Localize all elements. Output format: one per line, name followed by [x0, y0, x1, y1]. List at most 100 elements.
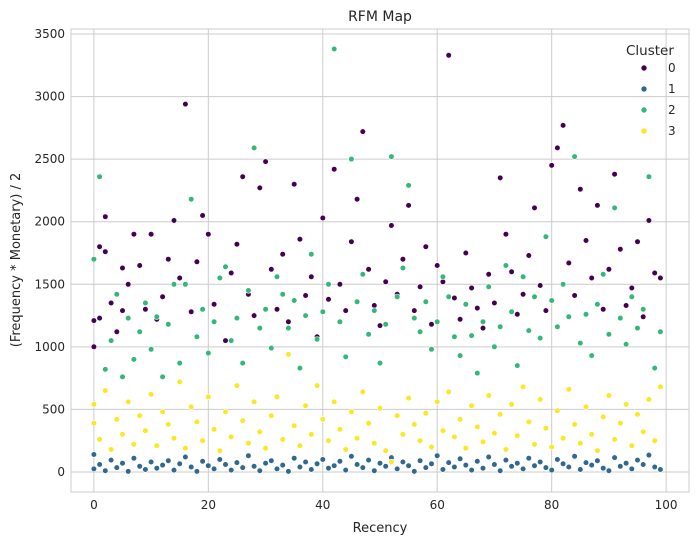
data-point [256, 184, 263, 191]
data-point [148, 346, 155, 353]
data-point [331, 398, 338, 406]
data-point [291, 297, 298, 304]
data-point [308, 431, 315, 438]
y-axis-label: (Frequency * Monetary) / 2 [9, 173, 24, 348]
data-point [325, 296, 332, 303]
data-point [531, 204, 538, 211]
data-point [319, 456, 326, 463]
data-point [422, 410, 429, 417]
data-point [640, 428, 647, 436]
data-point [136, 463, 143, 470]
data-point [497, 467, 504, 474]
data-point [359, 388, 366, 396]
y-tick-label: 1000 [34, 340, 65, 354]
data-point [205, 350, 212, 357]
y-tick-label: 3500 [34, 27, 65, 41]
data-point [537, 396, 544, 403]
data-point [548, 467, 555, 474]
data-point [359, 128, 366, 135]
data-point [411, 468, 418, 475]
data-point [622, 460, 630, 467]
data-point [268, 266, 275, 273]
data-point [634, 457, 641, 464]
data-point [153, 465, 160, 472]
x-tick-label: 0 [90, 498, 98, 512]
legend: Cluster 0 1 2 3 [626, 43, 676, 138]
data-point [354, 298, 361, 305]
data-point [165, 421, 172, 428]
data-point [485, 392, 492, 399]
data-point [548, 162, 555, 169]
legend-title: Cluster [626, 43, 674, 59]
data-point [113, 464, 120, 471]
data-point [279, 462, 286, 469]
data-point [582, 237, 590, 244]
data-point [554, 323, 561, 330]
data-point [634, 325, 641, 332]
legend-marker [640, 64, 648, 72]
data-point [617, 463, 624, 470]
data-point [388, 222, 395, 229]
data-point [657, 328, 664, 335]
data-point [188, 308, 195, 315]
data-point [239, 173, 246, 180]
data-point [199, 458, 206, 465]
data-point [497, 411, 504, 418]
data-point [296, 463, 304, 471]
data-point [228, 433, 235, 441]
data-point [170, 435, 178, 442]
data-point [302, 312, 309, 319]
data-point [222, 337, 229, 344]
data-point [582, 403, 590, 411]
data-point [170, 467, 178, 474]
data-point [188, 196, 195, 203]
data-point [502, 457, 510, 464]
data-point [394, 412, 401, 419]
data-point [571, 292, 578, 299]
data-point [342, 353, 349, 361]
data-point [199, 306, 206, 313]
data-points [90, 45, 664, 475]
data-point [439, 273, 447, 280]
data-point [96, 315, 103, 322]
data-point [182, 445, 189, 452]
data-point [199, 212, 206, 219]
data-point [531, 293, 538, 300]
data-point [376, 460, 384, 467]
data-point [336, 318, 344, 325]
data-point [125, 315, 132, 322]
data-point [331, 166, 338, 173]
data-point [657, 466, 664, 473]
data-point [348, 408, 355, 416]
data-point [519, 383, 527, 391]
data-point [405, 395, 412, 402]
legend-label: 0 [668, 61, 676, 75]
data-point [251, 398, 258, 406]
data-point [519, 291, 527, 298]
legend-label: 3 [668, 124, 676, 138]
x-tick-label: 100 [655, 498, 678, 512]
data-point [336, 458, 344, 465]
data-point [90, 343, 97, 350]
data-point [508, 401, 515, 408]
data-point [405, 462, 412, 469]
data-point [428, 321, 435, 328]
data-point [657, 383, 664, 391]
legend-label: 2 [668, 103, 676, 117]
data-point [365, 457, 372, 464]
data-point [239, 464, 246, 471]
data-point [354, 461, 361, 468]
data-point [445, 388, 452, 396]
data-point [594, 202, 601, 209]
data-point [651, 463, 658, 471]
data-point [296, 442, 304, 449]
data-point [537, 335, 544, 342]
data-point [411, 307, 418, 314]
data-point [325, 437, 332, 444]
data-point [222, 408, 229, 416]
data-point [314, 382, 321, 389]
data-point [445, 459, 452, 466]
data-point [268, 412, 275, 419]
data-point [491, 430, 498, 437]
